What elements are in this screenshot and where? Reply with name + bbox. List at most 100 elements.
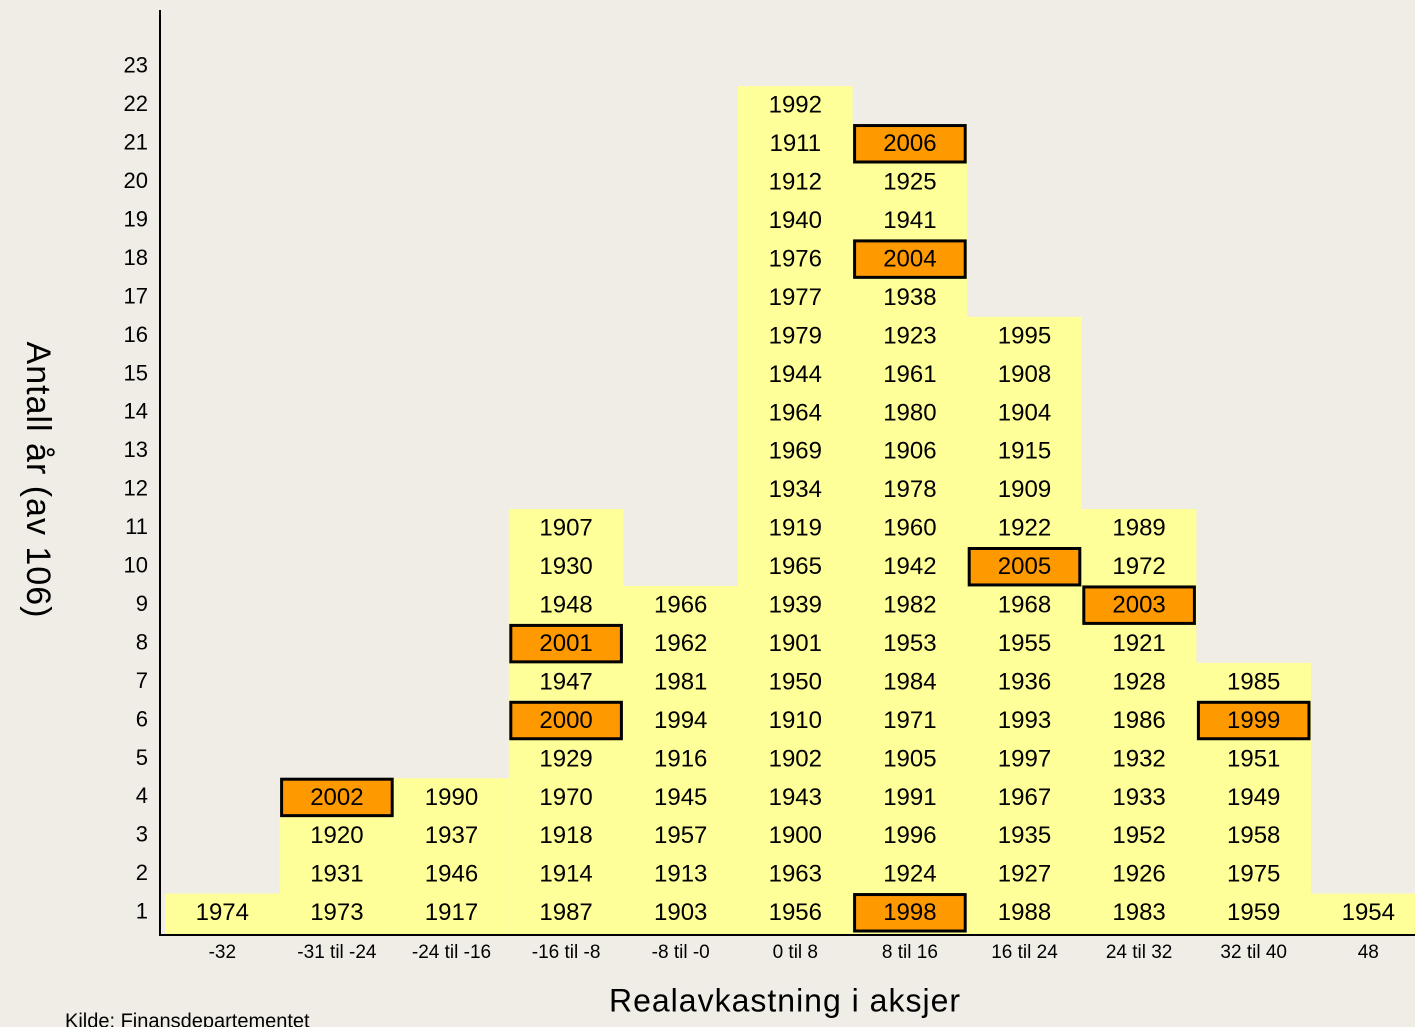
year-label: 1965 bbox=[769, 553, 822, 580]
x-tick-label: 0 til 8 bbox=[773, 942, 818, 963]
y-tick-label: 17 bbox=[124, 283, 148, 308]
year-label: 1934 bbox=[769, 476, 822, 503]
highlight-cell bbox=[509, 700, 623, 741]
year-label: 1953 bbox=[883, 630, 936, 657]
year-label: 1961 bbox=[883, 361, 936, 388]
year-label: 1947 bbox=[539, 668, 592, 695]
x-tick-label: 32 til 40 bbox=[1220, 942, 1287, 963]
year-label: 1978 bbox=[883, 476, 936, 503]
y-tick-label: 5 bbox=[136, 745, 148, 770]
year-label: 1977 bbox=[769, 284, 822, 311]
year-label: 1944 bbox=[769, 361, 822, 388]
year-label: 1991 bbox=[883, 784, 936, 811]
bar bbox=[967, 316, 1082, 935]
year-label: 1911 bbox=[769, 130, 821, 157]
y-tick-label: 18 bbox=[124, 245, 148, 270]
y-tick-label: 14 bbox=[124, 399, 148, 424]
year-label: 1933 bbox=[1112, 784, 1165, 811]
year-label: 1942 bbox=[883, 553, 936, 580]
year-label: 1956 bbox=[769, 899, 822, 926]
x-tick-label: -24 til -16 bbox=[412, 942, 491, 963]
year-label: 1969 bbox=[769, 438, 822, 465]
year-label: 1941 bbox=[883, 207, 936, 234]
year-label: 2004 bbox=[883, 245, 936, 272]
year-label: 1986 bbox=[1112, 707, 1165, 734]
year-label: 1995 bbox=[998, 322, 1051, 349]
highlight-cell bbox=[853, 239, 967, 279]
year-label: 1908 bbox=[998, 361, 1051, 388]
x-tick-label: 48 bbox=[1358, 942, 1379, 963]
year-label: 1917 bbox=[425, 899, 478, 926]
x-tick-label: -32 bbox=[209, 942, 236, 963]
year-label: 1914 bbox=[539, 861, 592, 888]
y-tick-label: 6 bbox=[136, 706, 148, 731]
year-label: 1937 bbox=[425, 822, 478, 849]
year-label: 1952 bbox=[1112, 822, 1165, 849]
year-label: 1904 bbox=[998, 399, 1051, 426]
year-label: 2002 bbox=[310, 784, 363, 811]
year-label: 1902 bbox=[769, 745, 822, 772]
year-label: 1971 bbox=[883, 707, 936, 734]
year-label: 1989 bbox=[1112, 515, 1165, 542]
bar bbox=[1311, 893, 1415, 935]
source-note: Kilde: Finansdepartementet bbox=[65, 1010, 310, 1027]
year-label: 1994 bbox=[654, 707, 707, 734]
y-tick-label: 9 bbox=[136, 591, 148, 616]
cells bbox=[165, 86, 1415, 936]
year-label: 1910 bbox=[769, 707, 822, 734]
year-label: 1959 bbox=[1227, 899, 1280, 926]
highlight-cell bbox=[509, 623, 623, 664]
bar bbox=[165, 893, 280, 935]
year-label: 1935 bbox=[998, 822, 1051, 849]
year-label: 1926 bbox=[1112, 861, 1165, 888]
year-label: 1924 bbox=[883, 861, 936, 888]
year-label: 1912 bbox=[769, 169, 822, 196]
year-label: 1997 bbox=[998, 745, 1051, 772]
year-label: 1979 bbox=[769, 322, 822, 349]
year-label: 1915 bbox=[998, 438, 1051, 465]
year-label: 1984 bbox=[883, 668, 936, 695]
y-tick-label: 20 bbox=[124, 168, 148, 193]
year-label: 2006 bbox=[883, 130, 936, 157]
year-label: 1958 bbox=[1227, 822, 1280, 849]
year-label: 1962 bbox=[654, 630, 707, 657]
year-label: 1967 bbox=[998, 784, 1051, 811]
year-label: 1987 bbox=[539, 899, 592, 926]
bar bbox=[738, 86, 853, 936]
year-label: 1960 bbox=[883, 515, 936, 542]
year-label: 1921 bbox=[1112, 630, 1165, 657]
year-label: 1990 bbox=[425, 784, 478, 811]
year-label: 1992 bbox=[769, 92, 822, 119]
year-label: 1940 bbox=[769, 207, 822, 234]
year-label: 1950 bbox=[769, 668, 822, 695]
year-label: 1905 bbox=[883, 745, 936, 772]
year-label: 1916 bbox=[654, 745, 707, 772]
highlight-cell bbox=[853, 893, 967, 933]
year-label: 1930 bbox=[539, 553, 592, 580]
y-tick-label: 19 bbox=[124, 206, 148, 231]
y-tick-label: 22 bbox=[124, 91, 148, 116]
year-label: 1909 bbox=[998, 476, 1051, 503]
x-axis-title: Realavkastning i aksjer bbox=[609, 982, 961, 1018]
year-label: 1948 bbox=[539, 592, 592, 619]
year-label: 1993 bbox=[998, 707, 1051, 734]
year-label: 1923 bbox=[883, 322, 936, 349]
year-label: 1928 bbox=[1112, 668, 1165, 695]
highlight-cell bbox=[853, 124, 967, 164]
y-tick-label: 21 bbox=[124, 130, 148, 155]
y-tick-label: 23 bbox=[124, 53, 148, 78]
year-label: 1922 bbox=[998, 515, 1051, 542]
y-tick-label: 8 bbox=[136, 629, 148, 654]
year-label: 1957 bbox=[654, 822, 707, 849]
bar bbox=[394, 778, 509, 935]
year-label: 1936 bbox=[998, 668, 1051, 695]
year-label: 1976 bbox=[769, 245, 822, 272]
y-tick-label: 3 bbox=[136, 822, 148, 847]
y-axis-title: Antall år (av 106) bbox=[19, 342, 57, 619]
y-tick-label: 1 bbox=[136, 899, 148, 924]
year-label: 1946 bbox=[425, 861, 478, 888]
year-label: 1966 bbox=[654, 592, 707, 619]
year-label: 1999 bbox=[1227, 707, 1280, 734]
year-label: 1970 bbox=[539, 784, 592, 811]
